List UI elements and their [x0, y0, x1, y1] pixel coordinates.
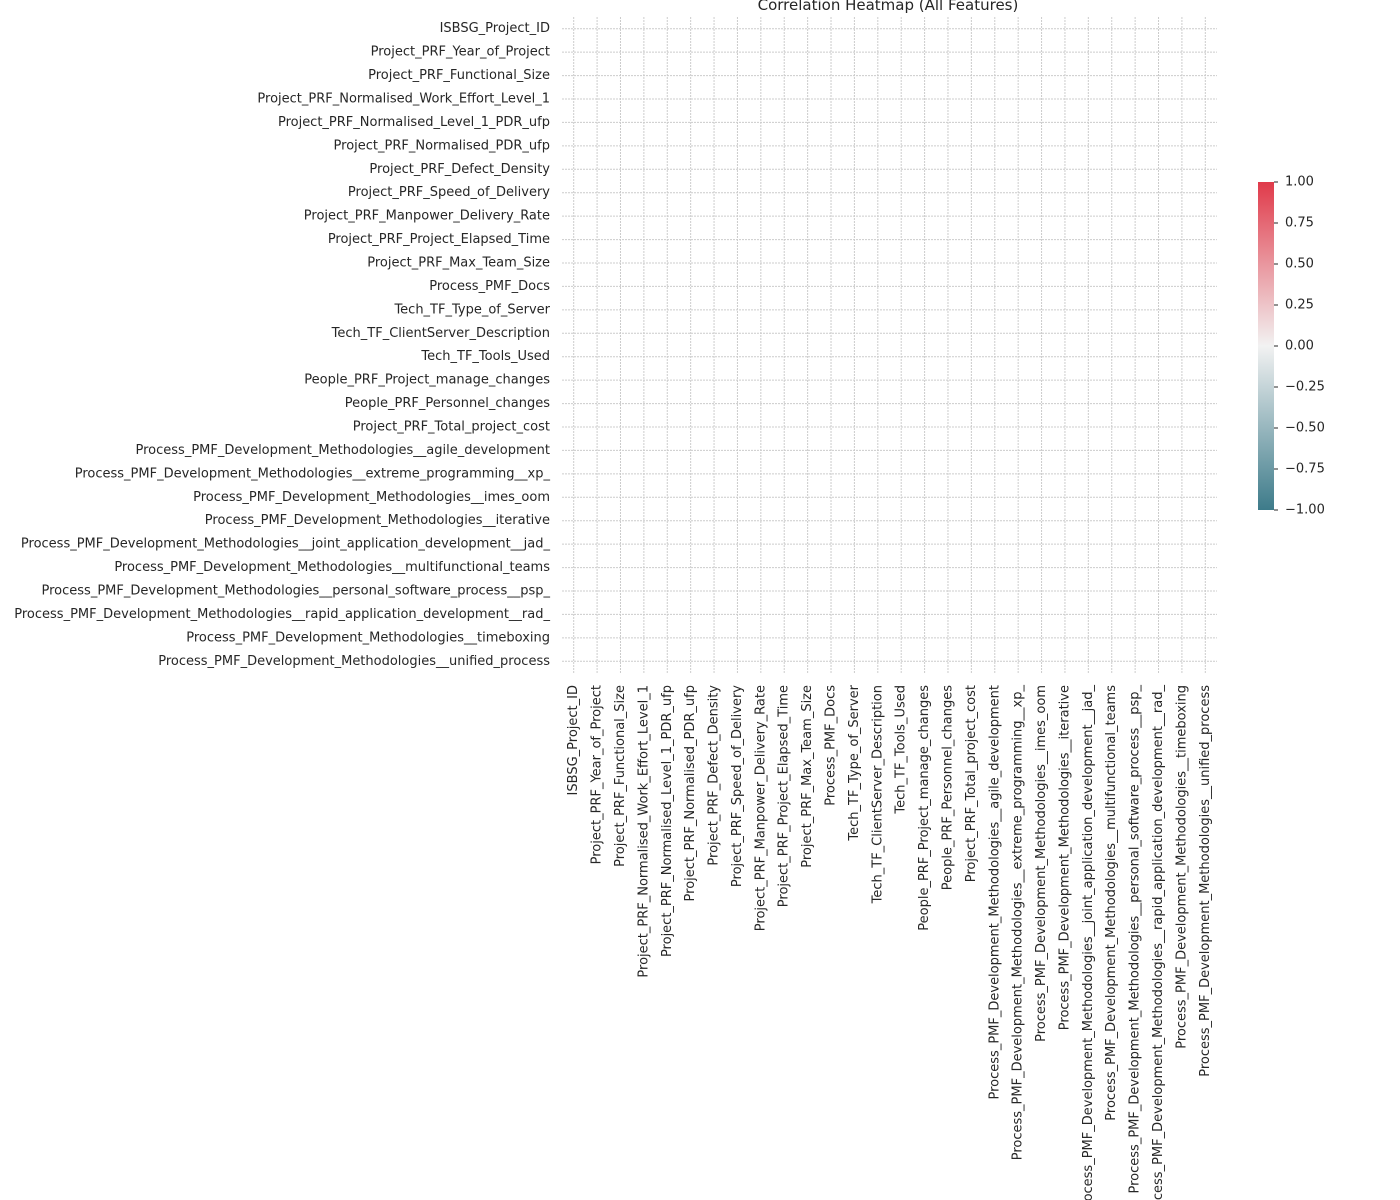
x-tick-label: Process_PMF_Development_Methodologies__t…	[1174, 685, 1189, 1049]
x-tick-label: Tech_TF_ClientServer_Description	[870, 685, 885, 904]
x-tick-label: Process_PMF_Development_Methodologies__u…	[1198, 685, 1213, 1077]
colorbar-tick-label: −1.00	[1285, 503, 1325, 518]
y-tick-label: Project_PRF_Normalised_Work_Effort_Level…	[257, 92, 550, 107]
y-tick-label: Project_PRF_Functional_Size	[368, 68, 550, 83]
y-tick-label: ISBSG_Project_ID	[440, 21, 550, 36]
colorbar-tick-label: 0.00	[1285, 339, 1314, 354]
x-tick-label: Project_PRF_Normalised_Work_Effort_Level…	[636, 685, 651, 978]
x-tick-label: Tech_TF_Type_of_Server	[847, 684, 862, 841]
y-tick-label: Project_PRF_Speed_of_Delivery	[348, 185, 550, 200]
x-tick-label: Process_PMF_Development_Methodologies__a…	[987, 685, 1002, 1099]
x-tick-label: Process_PMF_Development_Methodologies__p…	[1128, 685, 1143, 1194]
y-tick-label: Project_PRF_Total_project_cost	[353, 420, 550, 435]
y-tick-label: Process_PMF_Development_Methodologies__u…	[158, 654, 550, 669]
x-tick-label: Project_PRF_Manpower_Delivery_Rate	[753, 685, 768, 931]
y-tick-labels: ISBSG_Project_ID Project_PRF_Year_of_Proj…	[14, 21, 550, 669]
x-tick-label: Project_PRF_Functional_Size	[613, 685, 628, 867]
x-tick-label: Project_PRF_Normalised_PDR_ufp	[683, 685, 698, 901]
colorbar-tick-label: 0.50	[1285, 257, 1314, 272]
y-tick-label: Tech_TF_Tools_Used	[420, 349, 550, 364]
x-tick-label: Process_PMF_Development_Methodologies__j…	[1081, 685, 1096, 1200]
colorbar	[1258, 182, 1274, 510]
x-tick-label: Tech_TF_Tools_Used	[894, 685, 909, 815]
y-tick-label: Process_PMF_Development_Methodologies__a…	[136, 443, 550, 458]
x-tick-label: ISBSG_Project_ID	[566, 685, 581, 795]
y-tick-label: Tech_TF_ClientServer_Description	[331, 326, 550, 341]
y-tick-label: Process_PMF_Development_Methodologies__m…	[114, 560, 550, 575]
y-tick-label: Process_PMF_Development_Methodologies__t…	[186, 630, 550, 645]
x-tick-labels: ISBSG_Project_ID Project_PRF_Year_of_Proj…	[566, 684, 1213, 1200]
x-tick-label: People_PRF_Personnel_changes	[940, 685, 955, 890]
heatmap-gridlines	[562, 17, 1217, 673]
y-tick-label: Project_PRF_Year_of_Project	[371, 45, 550, 60]
x-tick-label: Process_PMF_Development_Methodologies__m…	[1104, 685, 1119, 1121]
x-tick-label: Process_PMF_Development_Methodologies__i…	[1034, 685, 1049, 1042]
x-tick-label: Project_PRF_Defect_Density	[707, 685, 722, 866]
y-tick-label: Project_PRF_Defect_Density	[369, 162, 550, 177]
colorbar-tick-label: 1.00	[1285, 175, 1314, 190]
y-tick-label: Project_PRF_Max_Team_Size	[367, 256, 550, 271]
x-tick-label: Process_PMF_Development_Methodologies__r…	[1151, 685, 1166, 1200]
x-tick-label: Project_PRF_Speed_of_Delivery	[730, 685, 745, 887]
y-tick-label: Process_PMF_Development_Methodologies__i…	[205, 513, 550, 528]
x-tick-label: People_PRF_Project_manage_changes	[917, 685, 932, 931]
x-tick-label: Project_PRF_Max_Team_Size	[800, 685, 815, 868]
y-tick-label: People_PRF_Personnel_changes	[345, 396, 550, 411]
colorbar-tick-label: 0.75	[1285, 216, 1314, 231]
colorbar-tick-label: −0.75	[1285, 462, 1325, 477]
y-tick-label: Process_PMF_Development_Methodologies__j…	[21, 537, 551, 552]
x-tick-label: Project_PRF_Year_of_Project	[590, 685, 605, 864]
y-tick-label: Process_PMF_Development_Methodologies__r…	[14, 607, 550, 622]
x-tick-label: Project_PRF_Total_project_cost	[964, 685, 979, 882]
x-tick-label: Process_PMF_Development_Methodologies__i…	[1057, 685, 1072, 1030]
y-tick-label: Process_PMF_Development_Methodologies__e…	[75, 466, 551, 481]
y-tick-label: Project_PRF_Normalised_Level_1_PDR_ufp	[278, 115, 550, 130]
y-tick-label: Tech_TF_Type_of_Server	[393, 302, 550, 317]
y-tick-label: Project_PRF_Manpower_Delivery_Rate	[304, 209, 550, 224]
y-tick-label: Process_PMF_Development_Methodologies__i…	[193, 490, 550, 505]
colorbar-ticks: 1.00 0.75 0.50 0.25 0.00 −0.25 −0.50 −0.75 −1.00	[1274, 175, 1325, 518]
x-tick-label: Process_PMF_Docs	[824, 685, 839, 806]
colorbar-tick-label: −0.25	[1285, 380, 1325, 395]
y-tick-label: Process_PMF_Docs	[429, 279, 550, 294]
x-tick-label: Process_PMF_Development_Methodologies__e…	[1011, 685, 1026, 1161]
y-tick-label: Project_PRF_Project_Elapsed_Time	[328, 232, 550, 247]
y-tick-label: Process_PMF_Development_Methodologies__p…	[42, 584, 551, 599]
y-tick-label: People_PRF_Project_manage_changes	[304, 373, 550, 388]
colorbar-tick-label: 0.25	[1285, 298, 1314, 313]
y-tick-label: Project_PRF_Normalised_PDR_ufp	[334, 138, 550, 153]
colorbar-tick-label: −0.50	[1285, 421, 1325, 436]
x-tick-label: Project_PRF_Normalised_Level_1_PDR_ufp	[660, 685, 675, 957]
chart-title: Correlation Heatmap (All Features)	[758, 0, 1019, 14]
x-tick-label: Project_PRF_Project_Elapsed_Time	[777, 685, 792, 907]
